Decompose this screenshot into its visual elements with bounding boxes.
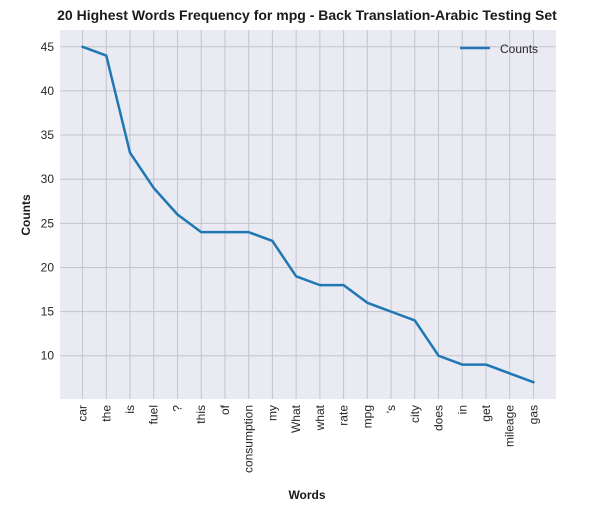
x-tick-label: 's bbox=[384, 405, 398, 413]
x-tick-label: the bbox=[99, 405, 113, 422]
x-tick-label: city bbox=[408, 405, 422, 423]
y-tick-label: 45 bbox=[41, 40, 55, 54]
series-line-counts bbox=[81, 45, 535, 384]
x-axis-label: Words bbox=[288, 488, 325, 502]
chart-title: 20 Highest Words Frequency for mpg - Bac… bbox=[57, 7, 557, 23]
x-tick-label: what bbox=[313, 404, 327, 431]
y-tick-label: 20 bbox=[41, 260, 55, 274]
y-tick-label: 10 bbox=[41, 349, 55, 363]
y-tick-label: 30 bbox=[41, 172, 55, 186]
x-tick-label: rate bbox=[337, 405, 351, 426]
x-tick-label: consumption bbox=[242, 405, 256, 473]
x-tick-label: in bbox=[455, 405, 469, 414]
y-axis: 10 15 20 25 30 35 40 45 bbox=[41, 40, 55, 363]
x-tick-label: does bbox=[432, 405, 446, 431]
y-tick-label: 40 bbox=[41, 84, 55, 98]
series-layer bbox=[81, 45, 535, 384]
x-tick-label: fuel bbox=[147, 405, 161, 424]
y-tick-label: 25 bbox=[41, 216, 55, 230]
x-tick-label: gas bbox=[526, 405, 540, 424]
x-tick-label: this bbox=[194, 405, 208, 424]
x-tick-label: my bbox=[265, 405, 279, 421]
x-tick-label: What bbox=[289, 404, 303, 433]
x-tick-label: is bbox=[123, 405, 137, 414]
legend-label: Counts bbox=[500, 42, 538, 56]
x-tick-label: of bbox=[218, 404, 232, 415]
x-tick-label: mileage bbox=[503, 405, 517, 447]
x-tick-label: car bbox=[76, 405, 90, 422]
y-tick-label: 35 bbox=[41, 128, 55, 142]
legend: Counts bbox=[460, 42, 538, 56]
plot-area bbox=[60, 30, 556, 399]
y-axis-label: Counts bbox=[19, 194, 33, 236]
y-tick-label: 15 bbox=[41, 305, 55, 319]
x-tick-label: mpg bbox=[360, 405, 374, 428]
x-axis: car the is fuel? this of consumption my What what… bbox=[76, 404, 541, 473]
x-tick-label: get bbox=[479, 404, 493, 421]
x-tick-label: ? bbox=[170, 405, 184, 412]
